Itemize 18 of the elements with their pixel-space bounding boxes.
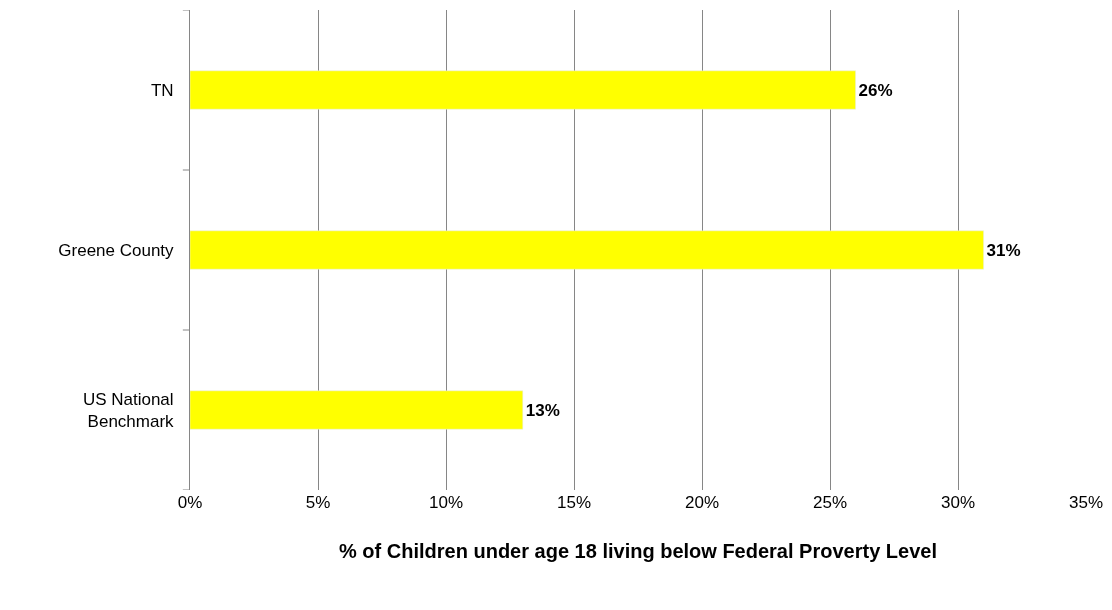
y-tick-label: TN — [150, 80, 174, 100]
bar — [190, 390, 524, 430]
y-tick-label: US National Benchmark — [82, 389, 175, 431]
x-tick-label: 30% — [940, 493, 976, 512]
data-label: 31% — [986, 240, 1021, 260]
y-tick-label: Greene County — [58, 240, 175, 260]
data-label: 13% — [525, 400, 560, 420]
data-label: 26% — [858, 80, 893, 100]
x-tick-label: 15% — [556, 493, 592, 512]
bar — [190, 70, 856, 110]
x-tick-label: 0% — [177, 493, 203, 512]
x-axis-title: % of Children under age 18 living below Federal Proverty Level — [339, 539, 937, 562]
bar — [190, 230, 984, 270]
x-tick-label: 5% — [305, 493, 331, 512]
x-tick-label: 25% — [812, 493, 848, 512]
x-tick-label: 10% — [428, 493, 464, 512]
x-tick-label: 20% — [684, 493, 720, 512]
x-tick-label: 35% — [1068, 493, 1104, 512]
